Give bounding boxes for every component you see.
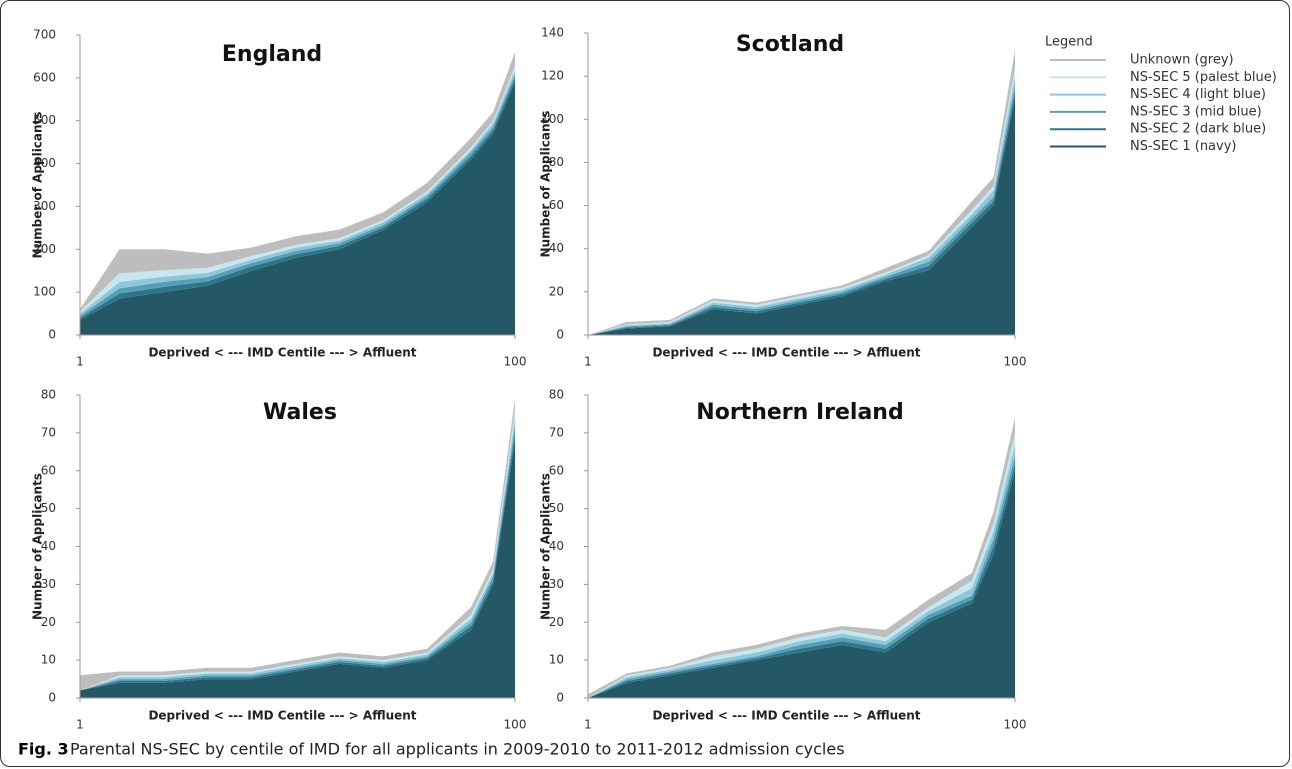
caption-text: Parental NS-SEC by centile of IMD for al… (70, 740, 845, 759)
y-tick-label: 0 (48, 328, 56, 342)
y-tick-label: 10 (549, 653, 564, 667)
y-tick-label: 70 (549, 425, 564, 439)
legend-label: Unknown (grey) (1130, 53, 1234, 68)
y-tick-label: 30 (41, 577, 56, 591)
y-tick-label: 500 (33, 113, 56, 127)
chart-title: England (222, 42, 322, 67)
area-segment (80, 70, 515, 316)
y-tick-label: 50 (41, 501, 56, 515)
x-tick-label: 100 (1004, 355, 1027, 369)
x-tick-label: 100 (504, 355, 527, 369)
x-axis-label: Deprived < --- IMD Centile --- > Affluen… (652, 709, 920, 723)
area-segment (80, 440, 515, 698)
x-tick-label: 100 (504, 718, 527, 732)
x-tick-label: 1 (76, 355, 84, 369)
legend-label: NS-SEC 4 (light blue) (1130, 87, 1266, 102)
area-segment (588, 463, 1015, 698)
y-tick-label: 60 (549, 198, 564, 212)
y-tick-label: 40 (41, 539, 56, 553)
y-tick-label: 700 (33, 28, 56, 42)
area-segment (588, 470, 1015, 698)
y-tick-label: 0 (48, 691, 56, 705)
y-tick-label: 100 (541, 112, 564, 126)
y-tick-label: 20 (41, 615, 56, 629)
legend-label: NS-SEC 2 (dark blue) (1130, 122, 1266, 137)
y-tick-label: 100 (33, 285, 56, 299)
chart-title: Scotland (736, 32, 844, 57)
y-tick-label: 80 (549, 155, 564, 169)
y-tick-label: 60 (549, 463, 564, 477)
x-tick-label: 1 (584, 718, 592, 732)
area-segment (80, 74, 515, 318)
y-tick-label: 80 (549, 388, 564, 402)
y-tick-label: 300 (33, 199, 56, 213)
x-axis-label: Deprived < --- IMD Centile --- > Affluen… (148, 709, 416, 723)
y-tick-label: 120 (541, 69, 564, 83)
area-segment (588, 91, 1015, 335)
y-axis-label: Number of Applicants (539, 473, 553, 620)
y-tick-label: 0 (556, 691, 564, 705)
y-tick-label: 60 (41, 463, 56, 477)
y-tick-label: 20 (549, 615, 564, 629)
y-tick-label: 10 (41, 653, 56, 667)
y-tick-label: 20 (549, 284, 564, 298)
y-tick-label: 400 (33, 156, 56, 170)
y-tick-label: 80 (41, 388, 56, 402)
legend-label: NS-SEC 3 (mid blue) (1130, 104, 1262, 119)
y-tick-label: 140 (541, 26, 564, 40)
legend-label: NS-SEC 1 (navy) (1130, 139, 1236, 154)
y-tick-label: 40 (549, 539, 564, 553)
y-tick-label: 50 (549, 501, 564, 515)
y-tick-label: 0 (556, 328, 564, 342)
y-tick-label: 600 (33, 70, 56, 84)
x-tick-label: 1 (584, 355, 592, 369)
chart-title: Wales (263, 400, 337, 425)
y-tick-label: 30 (549, 577, 564, 591)
area-segment (588, 97, 1015, 335)
x-axis-label: Deprived < --- IMD Centile --- > Affluen… (652, 346, 920, 360)
y-axis-label: Number of Applicants (539, 111, 553, 258)
caption-label: Fig. 3 (18, 740, 69, 759)
x-axis-label: Deprived < --- IMD Centile --- > Affluen… (148, 346, 416, 360)
y-tick-label: 40 (549, 241, 564, 255)
legend-label: NS-SEC 5 (palest blue) (1130, 70, 1277, 85)
y-tick-label: 70 (41, 425, 56, 439)
area-segment (80, 82, 515, 336)
y-axis-label: Number of Applicants (31, 473, 45, 620)
x-tick-label: 100 (1004, 718, 1027, 732)
y-axis-label: Number of Applicants (31, 112, 45, 259)
x-tick-label: 1 (76, 718, 84, 732)
legend-title: Legend (1045, 35, 1093, 50)
area-segment (80, 77, 515, 320)
chart-title: Northern Ireland (696, 400, 903, 425)
y-tick-label: 200 (33, 242, 56, 256)
